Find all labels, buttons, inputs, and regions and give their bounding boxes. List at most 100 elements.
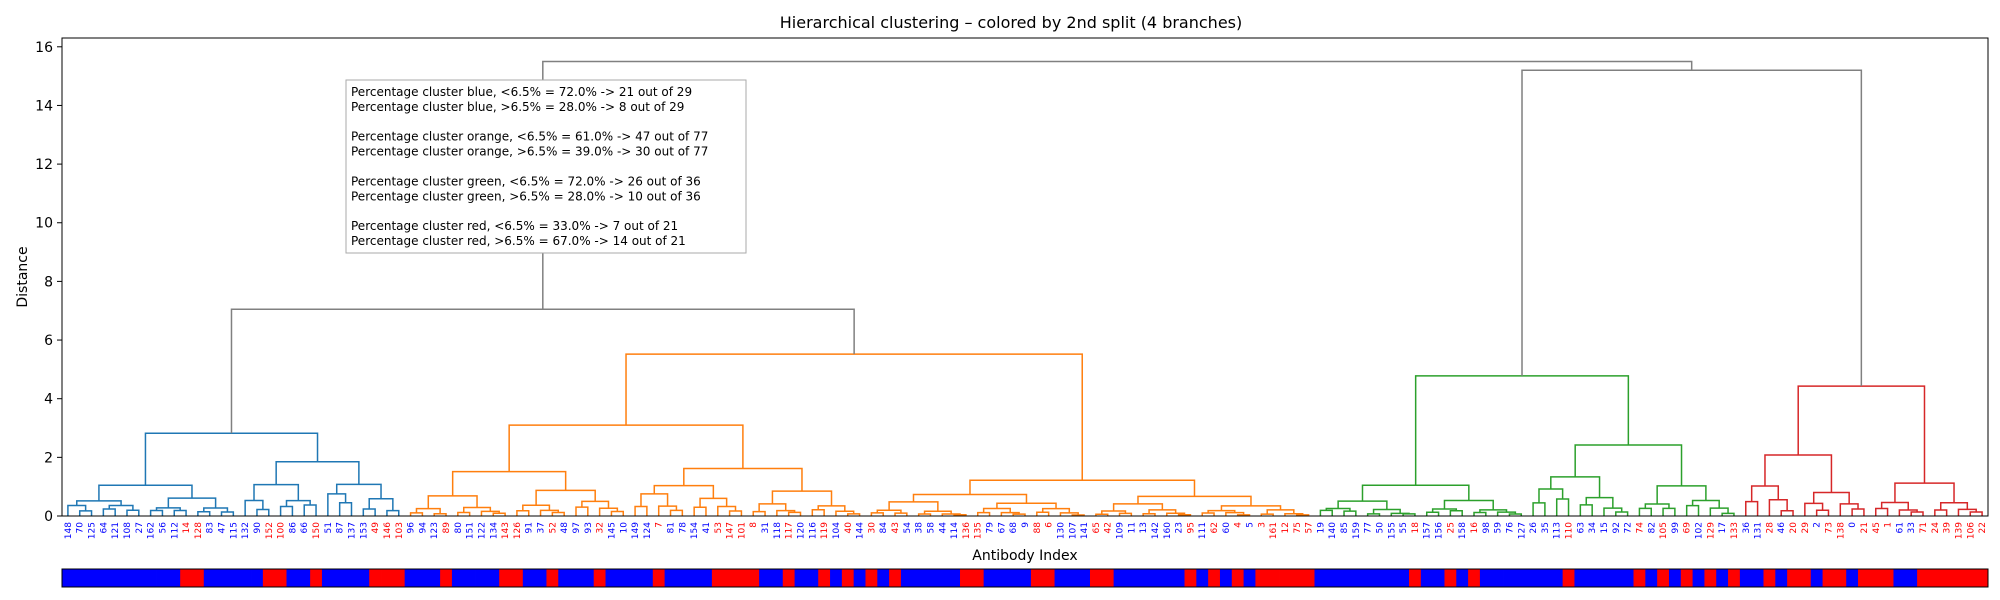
leaf-label: 20 (1789, 522, 1799, 534)
color-bar-cell (1621, 569, 1634, 587)
color-bar-cell (274, 569, 287, 587)
leaf-label: 11 (1127, 522, 1137, 533)
leaf-label: 56 (158, 522, 168, 534)
leaf-label: 26 (1529, 522, 1539, 534)
color-bar-cell (1763, 569, 1776, 587)
y-tick-label: 6 (44, 333, 53, 349)
annotation-line: Percentage cluster orange, >6.5% = 39.0%… (351, 145, 708, 159)
cluster-link (1638, 507, 1652, 516)
cluster-link (492, 512, 506, 516)
color-bar-cell (995, 569, 1008, 587)
leaf-label: 66 (300, 522, 310, 534)
leaf-label: 33 (1907, 522, 1917, 533)
color-bar-cell (168, 569, 181, 587)
cluster-link (535, 489, 596, 506)
leaf-label: 62 (1210, 522, 1220, 533)
leaf-label: 103 (395, 522, 405, 539)
cluster-link (1260, 513, 1274, 516)
color-bar-cell (1893, 569, 1906, 587)
cluster-link (1579, 504, 1593, 516)
cluster-link (126, 509, 140, 516)
color-bar-cell (912, 569, 925, 587)
leaf-label: 128 (194, 522, 204, 539)
color-bar-cell (345, 569, 358, 587)
leaf-label: 91 (525, 522, 535, 533)
color-bar-cell (1196, 569, 1209, 587)
cluster-link (244, 499, 264, 516)
leaf-label: 4 (1234, 522, 1244, 528)
color-bar-cell (1101, 569, 1115, 587)
leaf-label: 131 (1754, 522, 1764, 539)
color-bar-cell (1054, 569, 1067, 587)
color-bar-cell (262, 569, 276, 587)
leaf-label: 83 (206, 522, 216, 533)
cluster-link (1745, 500, 1759, 516)
cluster-link (327, 493, 347, 516)
leaf-label: 64 (99, 522, 109, 534)
cluster-link (1851, 508, 1865, 516)
color-bar-cell (440, 569, 453, 587)
cluster-link (787, 511, 802, 516)
color-bar-cell (404, 569, 417, 587)
annotation-lines: Percentage cluster blue, <6.5% = 72.0% -… (351, 85, 708, 248)
leaf-label: 58 (926, 522, 936, 534)
color-bar-frame (61, 568, 1989, 588)
color-bar-cell (511, 569, 524, 587)
leaf-label: 84 (879, 522, 889, 534)
color-bar-cell (1858, 569, 1871, 587)
cluster-link (1555, 498, 1570, 516)
cluster-link (1449, 510, 1463, 516)
color-bar-cell (1125, 569, 1138, 587)
leaf-label: 146 (383, 522, 393, 539)
color-bar-cell (1633, 569, 1646, 587)
color-bar-cell (983, 569, 996, 587)
leaf-label: 43 (891, 522, 901, 533)
cluster-link (1839, 503, 1859, 516)
cluster-link (728, 510, 743, 516)
color-bar-cell (1869, 569, 1883, 587)
leaf-labels: 148 70 125 64 121 108 27 162 56 112 14 128 83 47 115 13… (64, 522, 1988, 539)
color-bar-cell (581, 569, 595, 587)
color-bar-cell (723, 569, 736, 587)
cluster-link (1898, 509, 1918, 516)
leaf-label: 143 (501, 522, 511, 539)
cluster-link (1479, 509, 1508, 513)
color-bar-cell (711, 569, 725, 587)
color-bar-cell (818, 569, 831, 587)
color-bar-cell (971, 569, 985, 587)
cluster-link (1166, 512, 1186, 516)
leaf-label: 34 (1588, 522, 1598, 534)
color-bar-cell (392, 569, 406, 587)
color-bar-cell (1019, 569, 1032, 587)
color-bar-cell (1940, 569, 1953, 587)
color-bar-cell (1279, 569, 1292, 587)
leaf-label: 152 (265, 522, 275, 539)
color-bar-cell (1373, 569, 1386, 587)
color-bar-cell (1574, 569, 1587, 587)
leaf-label: 38 (915, 522, 925, 534)
leaf-label: 96 (407, 522, 417, 534)
cluster-link (847, 513, 861, 516)
cluster-link (1425, 511, 1440, 516)
cluster-link (539, 509, 560, 516)
cluster-link (683, 467, 803, 492)
color-bar-cell (841, 569, 855, 587)
cluster-root-link (625, 353, 1083, 481)
color-bar-cell (735, 569, 748, 587)
cluster-link (1220, 505, 1282, 511)
color-bar-cell (522, 569, 536, 587)
cluster-link (67, 504, 87, 516)
y-axis: 0 2 4 6 8 10 12 14 16 (35, 40, 62, 525)
y-tick-label: 0 (44, 509, 53, 525)
color-bar-cell (889, 569, 902, 587)
dendrogram-links (67, 60, 1983, 516)
color-bar-cell (1728, 569, 1741, 587)
leaf-label: 28 (1765, 522, 1775, 534)
color-bar-cell (1881, 569, 1894, 587)
leaf-label: 110 (1565, 522, 1575, 539)
color-bar-cell (676, 569, 689, 587)
leaf-label: 122 (477, 522, 487, 539)
cluster-link (102, 508, 116, 516)
cluster-link (1764, 454, 1833, 493)
